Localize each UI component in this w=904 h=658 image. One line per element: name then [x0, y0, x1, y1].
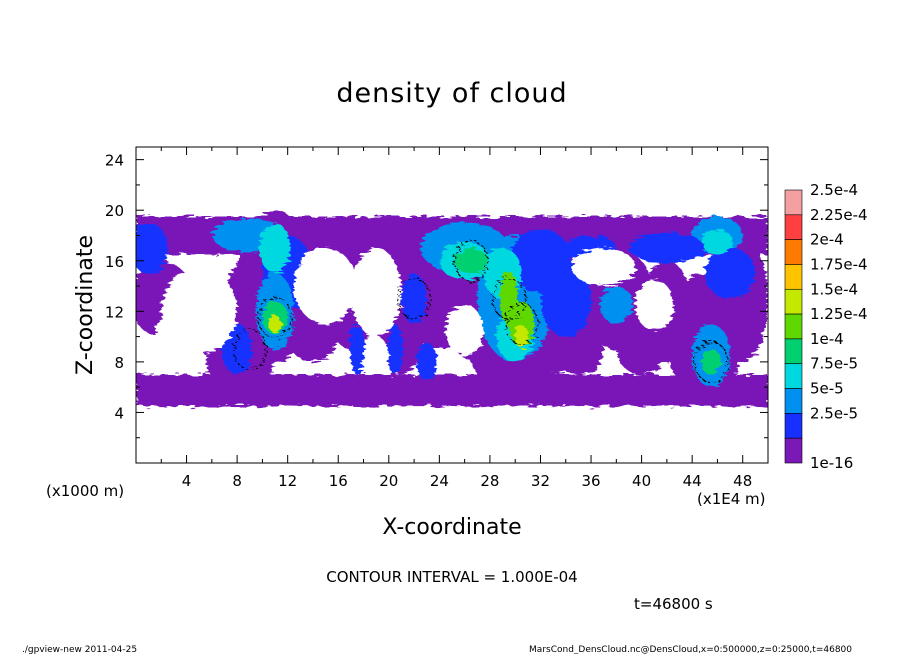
colorbar-label: 1e-16: [810, 454, 853, 472]
y-tick-label: 8: [114, 354, 124, 372]
cloud-region: [268, 315, 282, 333]
x-tick-label: 8: [232, 472, 242, 490]
colorbar-label: 1.75e-4: [810, 255, 868, 273]
footer-right: MarsCond_DensCloud.nc@DensCloud,x=0:5000…: [529, 645, 852, 654]
y-axis-label: Z-coordinate: [73, 235, 98, 375]
cloud-region: [416, 342, 437, 381]
contour-line: [232, 328, 267, 371]
clear-region: [294, 248, 358, 324]
colorbar-label: 1e-4: [810, 330, 844, 348]
clear-region: [350, 248, 402, 337]
colorbar-label: 2.5e-4: [810, 181, 858, 199]
colorbar-swatch: [784, 338, 803, 365]
contour-line: [258, 296, 293, 339]
clear-region: [445, 305, 484, 356]
clear-region: [635, 279, 674, 331]
cloud-region: [401, 273, 427, 324]
x-axis-label: X-coordinate: [382, 515, 521, 540]
colorbar-label: 1.5e-4: [810, 280, 858, 298]
x-tick-label: 32: [531, 472, 550, 490]
colorbar-label: 7.5e-5: [810, 355, 858, 373]
colorbar-label: 2e-4: [810, 231, 844, 249]
cloud-region: [702, 229, 733, 255]
clear-region: [154, 311, 193, 362]
cloud-region: [387, 323, 403, 375]
contour-line: [397, 277, 432, 320]
cloud-region: [287, 311, 339, 362]
cloud-region: [616, 323, 667, 375]
x-tick-label: 24: [430, 472, 449, 490]
colorbar-label: 5e-5: [810, 380, 844, 398]
contour-line: [491, 277, 526, 320]
cloud-region: [136, 222, 168, 274]
colorbar: 2.5e-4 2.25e-4 2e-4 1.75e-4 1.5e-4 1.25e-4 1e-…: [784, 181, 868, 472]
colorbar-label: 1.25e-4: [810, 305, 868, 323]
x-tick-label: 28: [480, 472, 499, 490]
cloud-region: [515, 325, 528, 348]
colorbar-swatch: [784, 264, 803, 290]
cloud-region: [599, 286, 633, 324]
contour-line: [453, 239, 488, 282]
x-scale-note: (x1E4 m): [697, 490, 766, 508]
plot-frame: [135, 146, 769, 464]
colorbar-swatch: [784, 313, 803, 340]
x-unit-label: (x1000 m): [46, 482, 124, 500]
colorbar-swatch: [784, 214, 803, 240]
cloud-region: [701, 349, 722, 375]
cloud-region: [540, 260, 592, 337]
cloud-region: [628, 232, 705, 264]
cloud-region: [704, 248, 756, 299]
x-tick-label: 48: [733, 472, 752, 490]
x-tick-label: 44: [683, 472, 702, 490]
y-tick-label: 12: [105, 303, 124, 321]
time-label: t=46800 s: [634, 595, 713, 613]
contour-line: [504, 303, 539, 345]
colorbar-label: 2.5e-5: [810, 404, 858, 422]
x-tick-label: 16: [329, 472, 348, 490]
contour-interval-note: CONTOUR INTERVAL = 1.000E-04: [326, 568, 577, 586]
x-tick-label: 40: [632, 472, 651, 490]
colorbar-swatch: [784, 288, 803, 315]
cloud-region: [349, 323, 365, 375]
colorbar-swatch: [784, 437, 803, 464]
clear-region: [363, 336, 389, 375]
footer-left: ./gpview-new 2011-04-25: [22, 645, 137, 654]
colorbar-label: 2.25e-4: [810, 206, 868, 224]
colorbar-swatch: [784, 189, 803, 216]
clear-region: [572, 248, 636, 287]
colorbar-swatch: [784, 413, 803, 439]
y-tick-label: 20: [105, 202, 124, 220]
colorbar-swatch: [784, 363, 803, 389]
cloud-region: [454, 248, 488, 274]
x-tick-label: 12: [278, 472, 297, 490]
colorbar-swatch: [784, 388, 803, 414]
cloud-region: [500, 270, 518, 327]
x-tick-label: 36: [581, 472, 600, 490]
contour-line: [694, 341, 729, 383]
y-tick-label: 24: [105, 152, 124, 170]
x-tick-label: 4: [182, 472, 192, 490]
y-tick-label: 16: [105, 253, 124, 271]
colorbar-swatch: [784, 239, 803, 265]
x-tick-label: 20: [379, 472, 398, 490]
cloud-region: [259, 222, 291, 274]
chart-title: density of cloud: [336, 78, 567, 109]
y-tick-label: 4: [114, 404, 124, 422]
